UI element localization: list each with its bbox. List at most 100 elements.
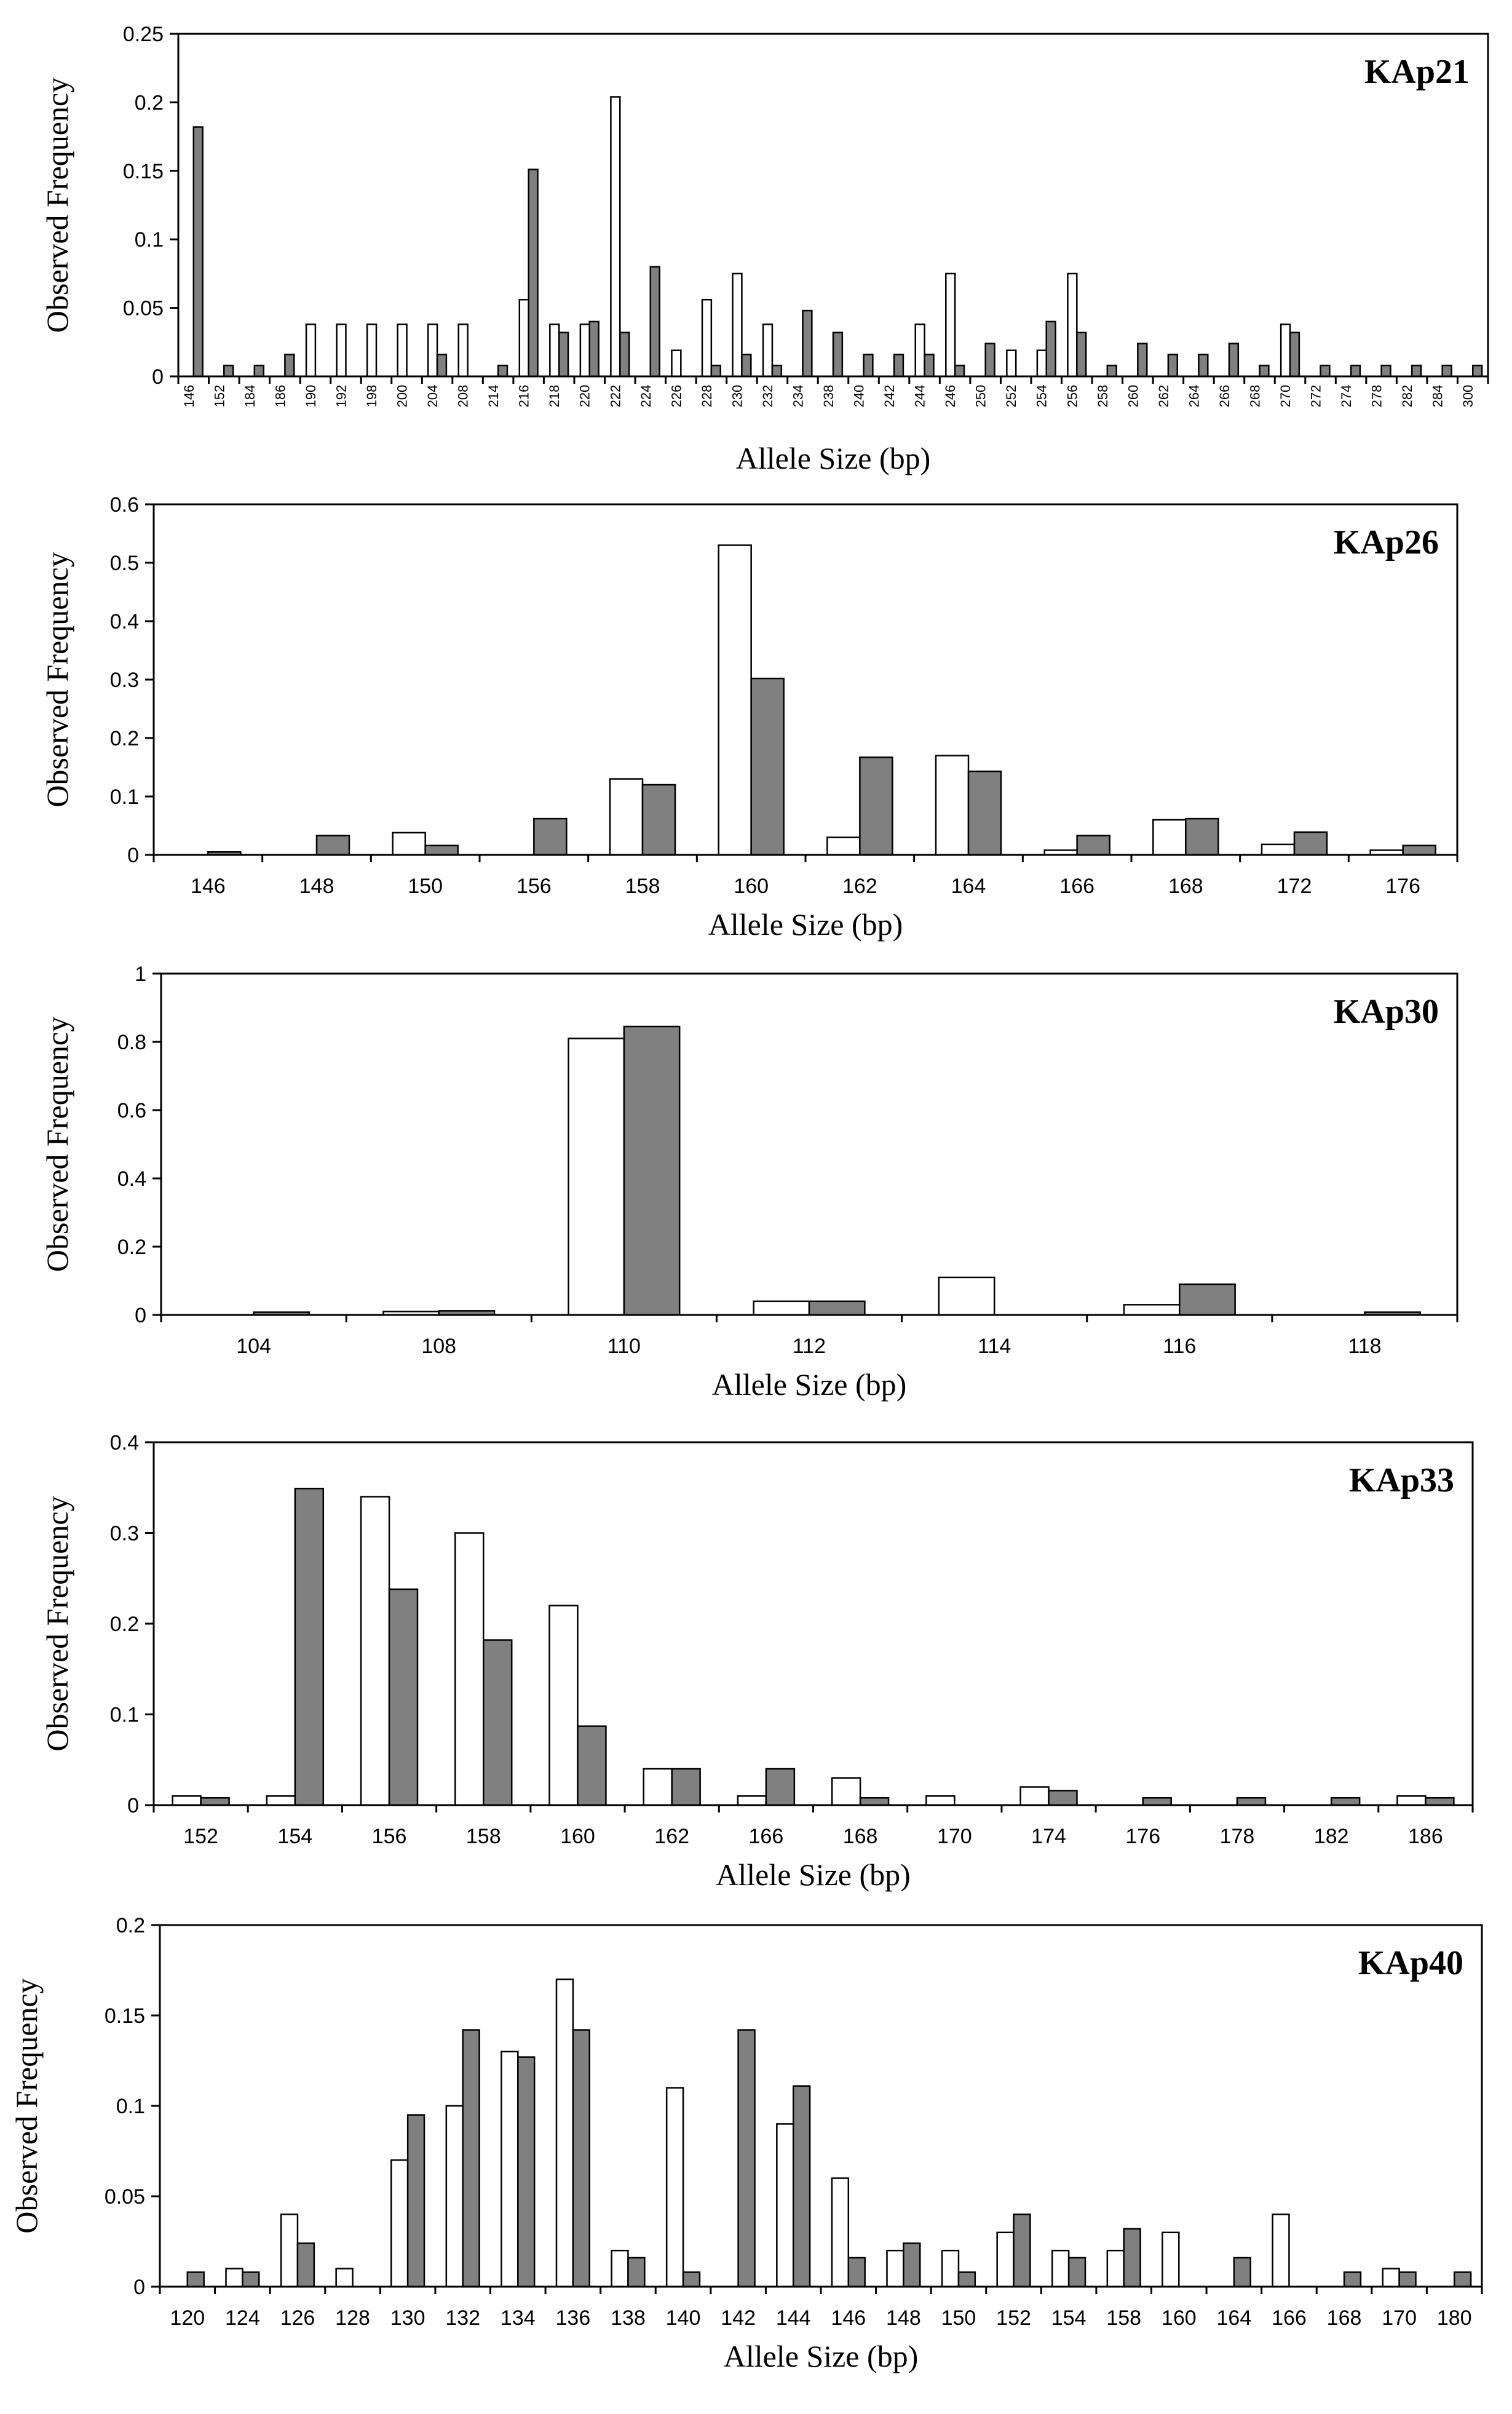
bar-grey-260 <box>1137 343 1148 378</box>
bar-white-186 <box>1396 1795 1427 1806</box>
x-tick-label: 218 <box>547 385 562 408</box>
x-tick-label: 120 <box>170 2306 205 2330</box>
x-tick-label: 166 <box>1272 2306 1307 2330</box>
bar-grey-142 <box>737 2029 756 2288</box>
x-tick-label: 278 <box>1369 385 1385 408</box>
bar-grey-136 <box>572 2029 590 2288</box>
bar-grey-234 <box>802 309 813 378</box>
x-tick-label: 128 <box>335 2306 370 2330</box>
x-tick-label: 136 <box>556 2306 591 2330</box>
panel-title: KAp30 <box>1334 993 1439 1031</box>
bar-white-134 <box>501 2051 519 2288</box>
bar-grey-238 <box>832 332 844 378</box>
y-tick-label: 0.05 <box>123 297 164 320</box>
x-tick-label: 244 <box>912 385 928 408</box>
bar-grey-182 <box>1330 1797 1361 1806</box>
x-tick-label: 204 <box>425 385 440 408</box>
bar-grey-110 <box>623 1025 681 1316</box>
bar-white-140 <box>665 2087 684 2288</box>
y-tick-label: 0.2 <box>110 1613 139 1636</box>
bar-grey-266 <box>1228 343 1240 378</box>
plot-frame <box>160 972 1459 1316</box>
y-tick-label: 0.2 <box>110 727 139 750</box>
bar-grey-166 <box>765 1768 796 1806</box>
bar-white-222 <box>610 96 621 378</box>
x-tick-label: 162 <box>842 875 877 898</box>
bar-grey-158 <box>483 1639 513 1806</box>
bar-white-232 <box>762 324 774 378</box>
bar-white-144 <box>776 2123 794 2288</box>
x-tick-label: 270 <box>1278 385 1293 408</box>
x-tick-label: 152 <box>212 385 227 408</box>
y-tick-label: 0.2 <box>117 1236 146 1259</box>
bar-grey-160 <box>750 677 785 856</box>
bar-grey-216 <box>528 169 539 378</box>
bar-grey-158 <box>641 784 676 856</box>
bar-grey-220 <box>588 320 600 378</box>
bar-white-254 <box>1036 349 1047 378</box>
bar-white-244 <box>914 324 925 378</box>
y-tick-label: 0 <box>152 365 164 389</box>
x-tick-label: 160 <box>734 875 769 898</box>
bar-white-112 <box>753 1300 810 1316</box>
bar-white-204 <box>427 324 438 378</box>
x-tick-label: 146 <box>181 385 197 408</box>
x-tick-label: 262 <box>1156 385 1171 408</box>
bar-white-246 <box>945 272 956 378</box>
bar-grey-154 <box>1067 2257 1087 2288</box>
x-tick-label: 234 <box>790 385 805 408</box>
bar-grey-250 <box>984 343 995 378</box>
x-tick-label: 220 <box>577 385 593 408</box>
y-tick-label: 0.05 <box>105 2185 145 2209</box>
bar-grey-272 <box>1320 364 1331 378</box>
y-axis-title: Observed Frequency <box>40 1496 74 1751</box>
y-axis-title: Observed Frequency <box>40 552 74 807</box>
bar-white-160 <box>548 1605 579 1806</box>
bar-white-160 <box>718 544 752 856</box>
bar-white-168 <box>1152 819 1187 856</box>
bar-white-156 <box>360 1496 390 1806</box>
x-tick-label: 118 <box>1348 1335 1381 1358</box>
y-axis-title: Observed Frequency <box>40 1017 74 1272</box>
bar-grey-130 <box>406 2114 425 2288</box>
bar-white-152 <box>172 1795 202 1806</box>
bar-grey-256 <box>1076 332 1087 378</box>
bar-grey-244 <box>924 354 935 378</box>
x-tick-label: 144 <box>776 2306 811 2330</box>
bar-grey-186 <box>284 354 295 378</box>
y-tick-label: 0.1 <box>110 1704 139 1727</box>
x-tick-label: 158 <box>466 1825 501 1848</box>
x-tick-label: 166 <box>749 1825 784 1848</box>
x-tick-label: 186 <box>1408 1825 1443 1848</box>
bar-white-226 <box>671 349 682 378</box>
x-tick-label: 184 <box>242 385 258 408</box>
bar-grey-172 <box>1293 831 1328 856</box>
bar-grey-232 <box>771 364 783 378</box>
bar-white-256 <box>1067 272 1078 378</box>
x-tick-label: 160 <box>1162 2306 1197 2330</box>
bar-grey-204 <box>436 354 448 378</box>
bar-grey-268 <box>1259 364 1270 378</box>
bar-grey-150 <box>424 844 459 856</box>
y-axis-title: Observed Frequency <box>9 1978 44 2233</box>
bar-white-150 <box>941 2249 960 2288</box>
bar-grey-164 <box>1233 2257 1251 2288</box>
bar-grey-174 <box>1048 1790 1078 1806</box>
bar-white-198 <box>366 324 378 378</box>
y-tick-label: 0.3 <box>110 1522 139 1546</box>
x-tick-label: 146 <box>191 875 226 898</box>
bar-white-158 <box>454 1532 485 1806</box>
x-tick-label: 224 <box>638 385 654 408</box>
x-tick-label: 168 <box>1327 2306 1362 2330</box>
x-axis-title: Allele Size (bp) <box>708 907 903 942</box>
bar-grey-218 <box>558 332 569 378</box>
y-tick-label: 0.8 <box>117 1031 146 1054</box>
x-tick-label: 180 <box>1437 2306 1472 2330</box>
x-tick-label: 258 <box>1095 385 1110 408</box>
x-tick-label: 198 <box>364 385 379 408</box>
bar-grey-126 <box>296 2242 315 2288</box>
x-tick-label: 164 <box>951 875 986 898</box>
bar-grey-162 <box>671 1768 701 1806</box>
bar-grey-264 <box>1198 354 1209 378</box>
bar-grey-152 <box>200 1797 230 1806</box>
